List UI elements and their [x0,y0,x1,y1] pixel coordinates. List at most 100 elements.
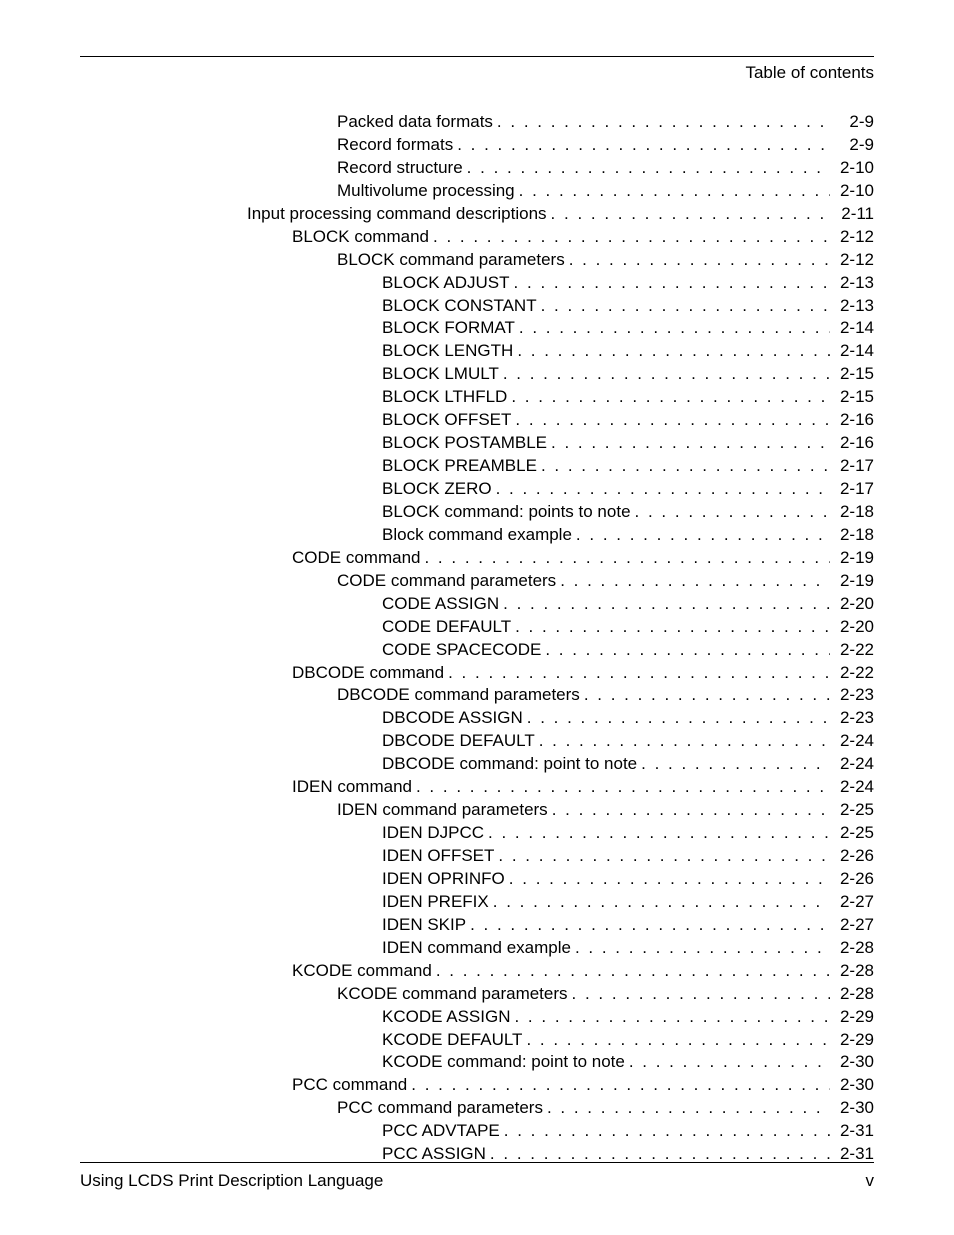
toc-entry: BLOCK CONSTANT2-13 [80,295,874,318]
toc-entry-page: 2-19 [830,570,874,593]
toc-leader-dots [499,363,830,386]
toc-entry-page: 2-26 [830,845,874,868]
toc-entry: DBCODE command: point to note 2-24 [80,753,874,776]
toc-entry: KCODE command parameters2-28 [80,983,874,1006]
toc-entry-label: IDEN SKIP [382,914,466,937]
toc-entry: Record structure 2-10 [80,157,874,180]
toc-entry: KCODE command: point to note2-30 [80,1051,874,1074]
toc-entry-page: 2-15 [830,363,874,386]
toc-leader-dots [565,249,830,272]
toc-entry-label: BLOCK ZERO [382,478,492,501]
toc-entry-page: 2-31 [830,1120,874,1143]
toc-leader-dots [484,822,830,845]
toc-entry-page: 2-28 [830,960,874,983]
toc-entry-label: BLOCK PREAMBLE [382,455,537,478]
toc-entry: IDEN OFFSET 2-26 [80,845,874,868]
footer-rule [80,1162,874,1163]
toc-leader-dots [510,272,830,295]
toc-entry-label: BLOCK LENGTH [382,340,513,363]
toc-entry: Input processing command descriptions2-1… [80,203,874,226]
toc-entry-label: BLOCK command parameters [337,249,565,272]
toc-entry: CODE DEFAULT 2-20 [80,616,874,639]
toc-leader-dots [543,1097,830,1120]
toc-leader-dots [499,593,830,616]
toc-entry-page: 2-24 [830,753,874,776]
toc-entry-label: IDEN OPRINFO [382,868,505,891]
toc-leader-dots [453,134,830,157]
toc-entry-page: 2-24 [830,730,874,753]
toc-entry-label: IDEN PREFIX [382,891,489,914]
toc-leader-dots [444,662,830,685]
toc-entry-label: DBCODE command: point to note [382,753,637,776]
toc-entry-page: 2-9 [830,134,874,157]
toc-entry: BLOCK LMULT 2-15 [80,363,874,386]
toc-entry: Multivolume processing2-10 [80,180,874,203]
toc-entry: BLOCK LTHFLD2-15 [80,386,874,409]
toc-entry-page: 2-27 [830,891,874,914]
toc-leader-dots [489,891,830,914]
toc-leader-dots [513,340,830,363]
toc-leader-dots [625,1051,830,1074]
toc-entry-label: Packed data formats [337,111,493,134]
toc-entry-page: 2-14 [830,340,874,363]
toc-entry: BLOCK OFFSET2-16 [80,409,874,432]
toc-leader-dots [522,1029,830,1052]
toc-leader-dots [511,409,830,432]
toc-leader-dots [631,501,830,524]
toc-entry: IDEN DJPCC2-25 [80,822,874,845]
toc-entry: PCC command 2-30 [80,1074,874,1097]
toc-entry-page: 2-22 [830,639,874,662]
toc-entry-label: IDEN command [292,776,412,799]
toc-entry-label: KCODE ASSIGN [382,1006,510,1029]
toc-entry-page: 2-30 [830,1097,874,1120]
toc-entry-label: KCODE command [292,960,432,983]
toc-entry-page: 2-10 [830,157,874,180]
toc-entry: IDEN command parameters2-25 [80,799,874,822]
toc-entry-page: 2-10 [830,180,874,203]
toc-leader-dots [515,317,830,340]
toc-entry-label: IDEN command parameters [337,799,548,822]
toc-entry-page: 2-30 [830,1074,874,1097]
toc-leader-dots [547,432,830,455]
toc-entry: IDEN command2-24 [80,776,874,799]
toc-leader-dots [568,983,830,1006]
toc-entry-page: 2-27 [830,914,874,937]
toc-entry: BLOCK POSTAMBLE2-16 [80,432,874,455]
toc-entry-page: 2-17 [830,478,874,501]
toc-leader-dots [511,616,830,639]
toc-entry-label: BLOCK LTHFLD [382,386,507,409]
toc-entry: Record formats 2-9 [80,134,874,157]
header-rule [80,56,874,57]
toc-entry-page: 2-11 [830,203,874,226]
toc-entry: BLOCK command2-12 [80,226,874,249]
toc-entry-label: BLOCK command [292,226,429,249]
toc-entry-label: Block command example [382,524,572,547]
toc-entry: BLOCK LENGTH 2-14 [80,340,874,363]
toc-leader-dots [507,386,830,409]
toc-leader-dots [637,753,830,776]
toc-entry-label: PCC ADVTAPE [382,1120,500,1143]
toc-entry-label: DBCODE DEFAULT [382,730,535,753]
toc-entry-label: Record structure [337,157,463,180]
toc-entry-label: IDEN DJPCC [382,822,484,845]
toc-entry-page: 2-26 [830,868,874,891]
toc-leader-dots [500,1120,830,1143]
toc-entry-page: 2-20 [830,616,874,639]
toc-entry-label: Record formats [337,134,453,157]
toc-entry: DBCODE command2-22 [80,662,874,685]
toc-entry-label: CODE DEFAULT [382,616,511,639]
toc-entry-label: CODE command [292,547,420,570]
toc-leader-dots [510,1006,830,1029]
toc-entry-page: 2-9 [830,111,874,134]
toc-entry: Block command example2-18 [80,524,874,547]
toc-leader-dots [407,1074,830,1097]
toc-entry: CODE command parameters2-19 [80,570,874,593]
toc-entry-label: IDEN OFFSET [382,845,494,868]
toc-entry-page: 2-13 [830,272,874,295]
toc-entry-label: BLOCK command: points to note [382,501,631,524]
toc-entry-page: 2-30 [830,1051,874,1074]
toc-entry: IDEN PREFIX 2-27 [80,891,874,914]
toc-entry-label: BLOCK LMULT [382,363,499,386]
toc-entry-label: PCC command [292,1074,407,1097]
toc-entry: IDEN SKIP 2-27 [80,914,874,937]
